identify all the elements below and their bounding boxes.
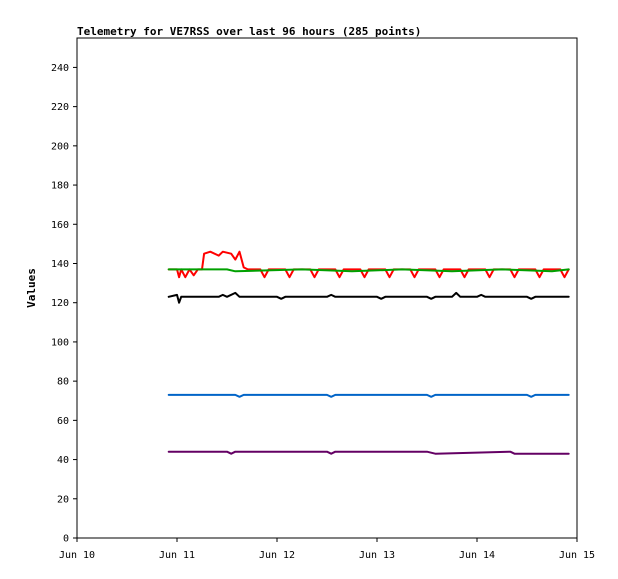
x-tick-label: Jun 11 bbox=[159, 550, 195, 561]
x-tick-label: Jun 14 bbox=[459, 550, 495, 561]
y-tick-label: 120 bbox=[51, 298, 69, 309]
y-tick-label: 80 bbox=[57, 377, 69, 388]
series-line-5 bbox=[167, 450, 570, 455]
x-axis: Jun 10 Jun 11 Jun 12 Jun 13 Jun 14 Jun 15 bbox=[59, 538, 595, 561]
x-tick-label: Jun 10 bbox=[59, 550, 95, 561]
chart-title: Telemetry for VE7RSS over last 96 hours … bbox=[77, 25, 421, 38]
y-axis-label: Values bbox=[25, 268, 38, 308]
x-tick-label: Jun 15 bbox=[559, 550, 595, 561]
x-tick-label: Jun 12 bbox=[259, 550, 295, 561]
y-tick-label: 160 bbox=[51, 220, 69, 231]
y-tick-label: 0 bbox=[63, 534, 69, 545]
y-tick-label: 140 bbox=[51, 259, 69, 270]
series-line-2 bbox=[167, 268, 570, 273]
y-tick-label: 240 bbox=[51, 63, 69, 74]
series-line-1 bbox=[167, 250, 570, 279]
series-layer bbox=[167, 250, 570, 455]
y-tick-label: 20 bbox=[57, 494, 69, 505]
y-tick-label: 100 bbox=[51, 337, 69, 348]
y-tick-label: 180 bbox=[51, 181, 69, 192]
series-line-4 bbox=[167, 393, 570, 398]
y-tick-label: 40 bbox=[57, 455, 69, 466]
x-tick-label: Jun 13 bbox=[359, 550, 395, 561]
plot-frame bbox=[76, 37, 578, 539]
series-line-3 bbox=[167, 291, 570, 304]
y-tick-label: 200 bbox=[51, 141, 69, 152]
y-axis: 0 20 40 60 80 100 120 140 160 180 200 220 240 bbox=[51, 63, 77, 545]
y-tick-label: 220 bbox=[51, 102, 69, 113]
y-tick-label: 60 bbox=[57, 416, 69, 427]
